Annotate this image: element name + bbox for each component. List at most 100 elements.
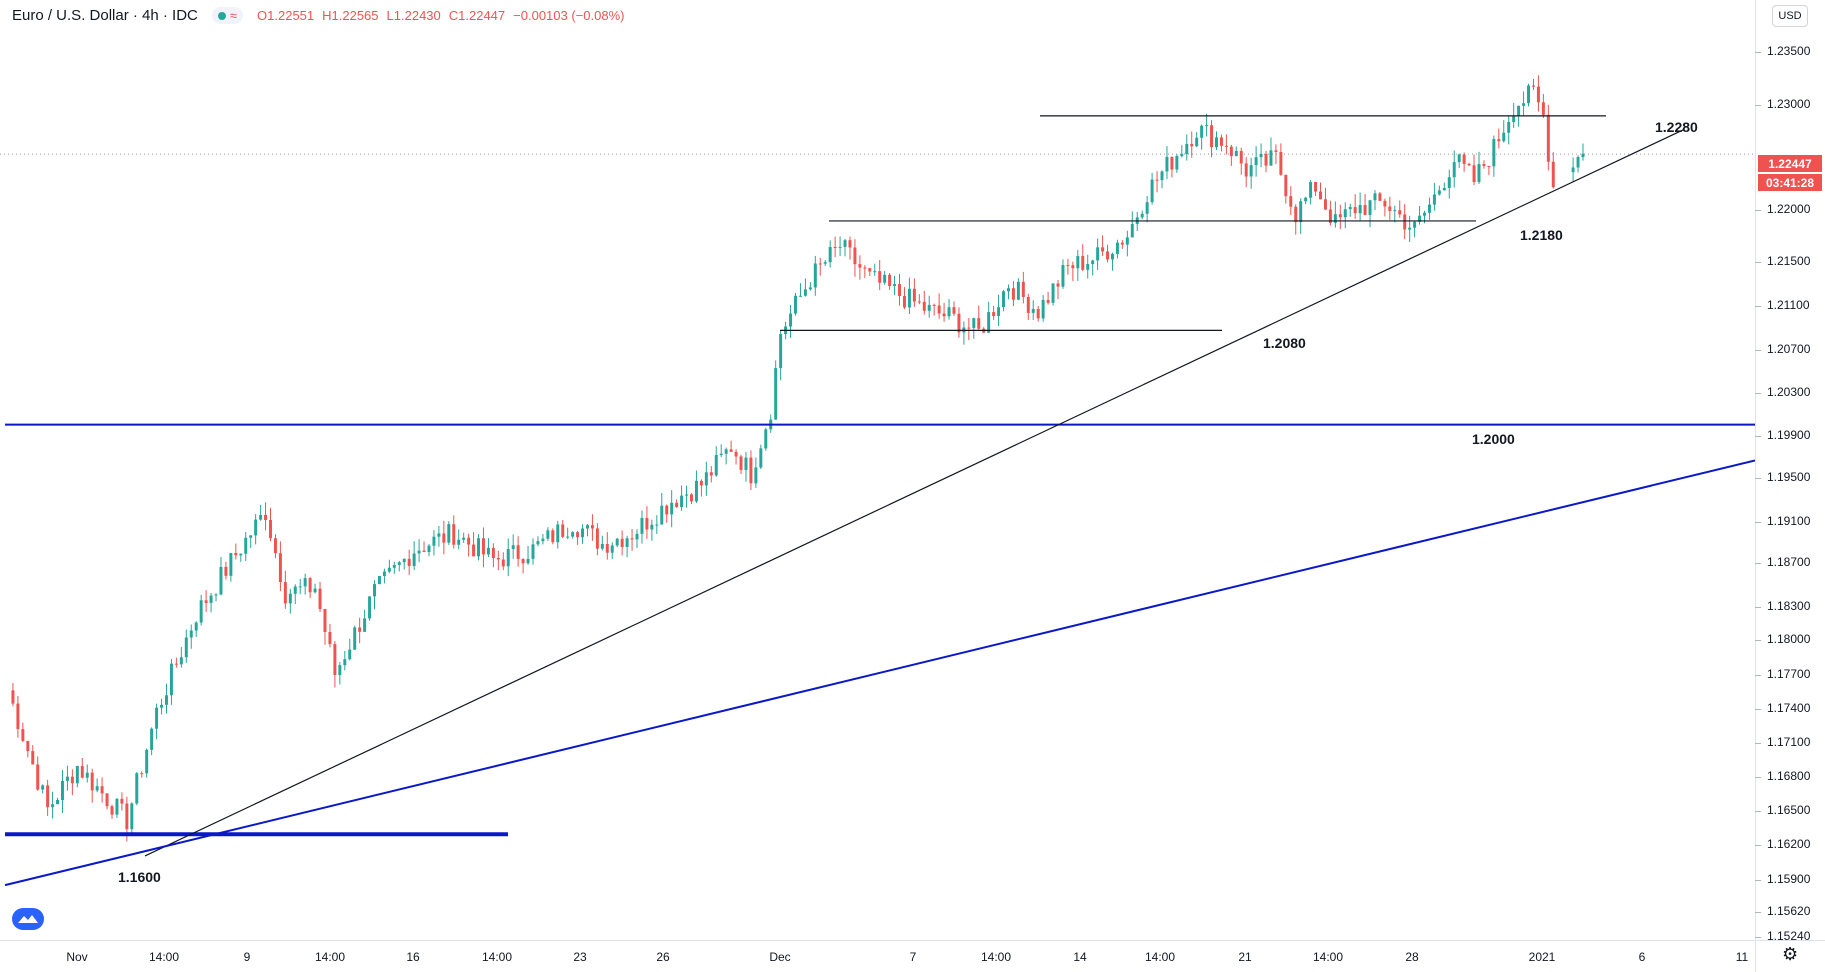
candle-body — [759, 448, 763, 468]
candle-body — [1110, 253, 1114, 260]
candle-body — [422, 550, 426, 552]
candle-body — [516, 545, 520, 559]
currency-button[interactable]: USD — [1772, 5, 1808, 27]
time-axis[interactable] — [0, 940, 1755, 972]
candle-body — [377, 576, 381, 585]
candle-body — [1279, 151, 1283, 175]
candle-body — [1081, 256, 1085, 270]
candle-body — [1061, 265, 1065, 287]
candle-body — [1437, 190, 1441, 195]
candle-body — [1205, 125, 1209, 127]
candle-body — [224, 566, 228, 576]
candle-body — [1185, 143, 1189, 155]
candle-body — [1304, 197, 1308, 202]
candle-body — [640, 517, 644, 534]
candlestick-chart[interactable]: 1.2280 1.2180 1.2080 1.2000 1.1600 — [0, 0, 1756, 940]
candle-body — [645, 517, 649, 530]
tradingview-logo-icon[interactable] — [12, 908, 44, 930]
ohlc-change: −0.00103 (−0.08%) — [513, 8, 625, 23]
candle-body — [744, 457, 748, 470]
candle-body — [1160, 171, 1164, 181]
current-price-tag: 1.22447 — [1758, 155, 1822, 172]
price-tick-mark — [1755, 522, 1761, 523]
candle-body — [714, 455, 718, 476]
time-tick-label: 9 — [243, 950, 251, 964]
candle-body — [1536, 86, 1540, 103]
price-tick-mark — [1755, 743, 1761, 744]
candle-body — [51, 804, 55, 808]
candle-body — [437, 533, 441, 537]
candle-body — [1348, 207, 1352, 210]
price-tick-label: 1.17400 — [1767, 701, 1811, 715]
candle-body — [1274, 150, 1278, 152]
candle-body — [536, 541, 540, 545]
candle-body — [546, 530, 550, 539]
candle-body — [521, 558, 525, 564]
trendline — [144, 129, 1684, 857]
candle-body — [1086, 264, 1090, 270]
candle-body — [283, 582, 287, 604]
time-tick-label: 21 — [1238, 950, 1252, 964]
candle-body — [209, 595, 213, 603]
candle-body — [576, 532, 580, 538]
candle-body — [1393, 210, 1397, 212]
time-tick-label: Nov — [66, 950, 88, 964]
candle-body — [264, 514, 268, 521]
candle-body — [1145, 202, 1149, 214]
candle-body — [60, 780, 64, 801]
symbol-title[interactable]: Euro / U.S. Dollar · 4h · IDC — [12, 7, 198, 24]
price-tick-mark — [1755, 880, 1761, 881]
candle-body — [333, 644, 337, 676]
time-tick-label: 14 — [1073, 950, 1087, 964]
candle-body — [1269, 150, 1273, 166]
candle-body — [239, 553, 243, 556]
candle-body — [1576, 157, 1580, 168]
candle-body — [1467, 163, 1471, 166]
candle-body — [675, 502, 679, 508]
candle-body — [1333, 214, 1337, 223]
candle-body — [1219, 137, 1223, 146]
status-badge[interactable]: ≈ — [211, 7, 244, 24]
price-tick-mark — [1755, 478, 1761, 479]
candle-body — [868, 268, 872, 272]
candle-body — [902, 296, 906, 308]
gear-icon[interactable]: ⚙ — [1782, 944, 1799, 964]
chart-plot-area[interactable]: 1.2280 1.2180 1.2080 1.2000 1.1600 — [0, 0, 1756, 940]
time-tick-label: 6 — [1638, 950, 1646, 964]
price-tick-mark — [1755, 607, 1761, 608]
candle-body — [1140, 213, 1144, 218]
candle-body — [774, 368, 778, 420]
candle-body — [734, 451, 738, 457]
candle-body — [288, 593, 292, 604]
candle-body — [1115, 242, 1119, 254]
price-tick-label: 1.19500 — [1767, 470, 1811, 484]
candle-body — [1294, 206, 1298, 223]
candle-body — [937, 305, 941, 314]
time-tick-label: 16 — [406, 950, 420, 964]
candle-body — [1398, 210, 1402, 215]
candle-body — [779, 333, 783, 369]
candle-body — [719, 453, 723, 456]
candle-body — [501, 559, 505, 567]
candle-body — [843, 240, 847, 247]
candle-body — [531, 544, 535, 559]
candle-body — [972, 318, 976, 328]
candle-body — [1125, 237, 1129, 245]
candle-body — [1264, 153, 1268, 166]
candle-body — [392, 565, 396, 568]
candle-body — [798, 295, 802, 297]
price-tick-label: 1.17700 — [1767, 667, 1811, 681]
candle-body — [823, 262, 827, 264]
candle-body — [997, 307, 1001, 317]
candle-body — [665, 505, 669, 515]
candle-body — [462, 537, 466, 540]
candle-body — [1531, 85, 1535, 87]
price-tick-mark — [1755, 393, 1761, 394]
price-tick-mark — [1755, 52, 1761, 53]
price-tick-mark — [1755, 845, 1761, 846]
price-tick-mark — [1755, 262, 1761, 263]
candle-body — [556, 524, 560, 543]
candle-body — [1546, 114, 1550, 162]
candle-body — [298, 586, 302, 588]
candle-body — [571, 532, 575, 537]
